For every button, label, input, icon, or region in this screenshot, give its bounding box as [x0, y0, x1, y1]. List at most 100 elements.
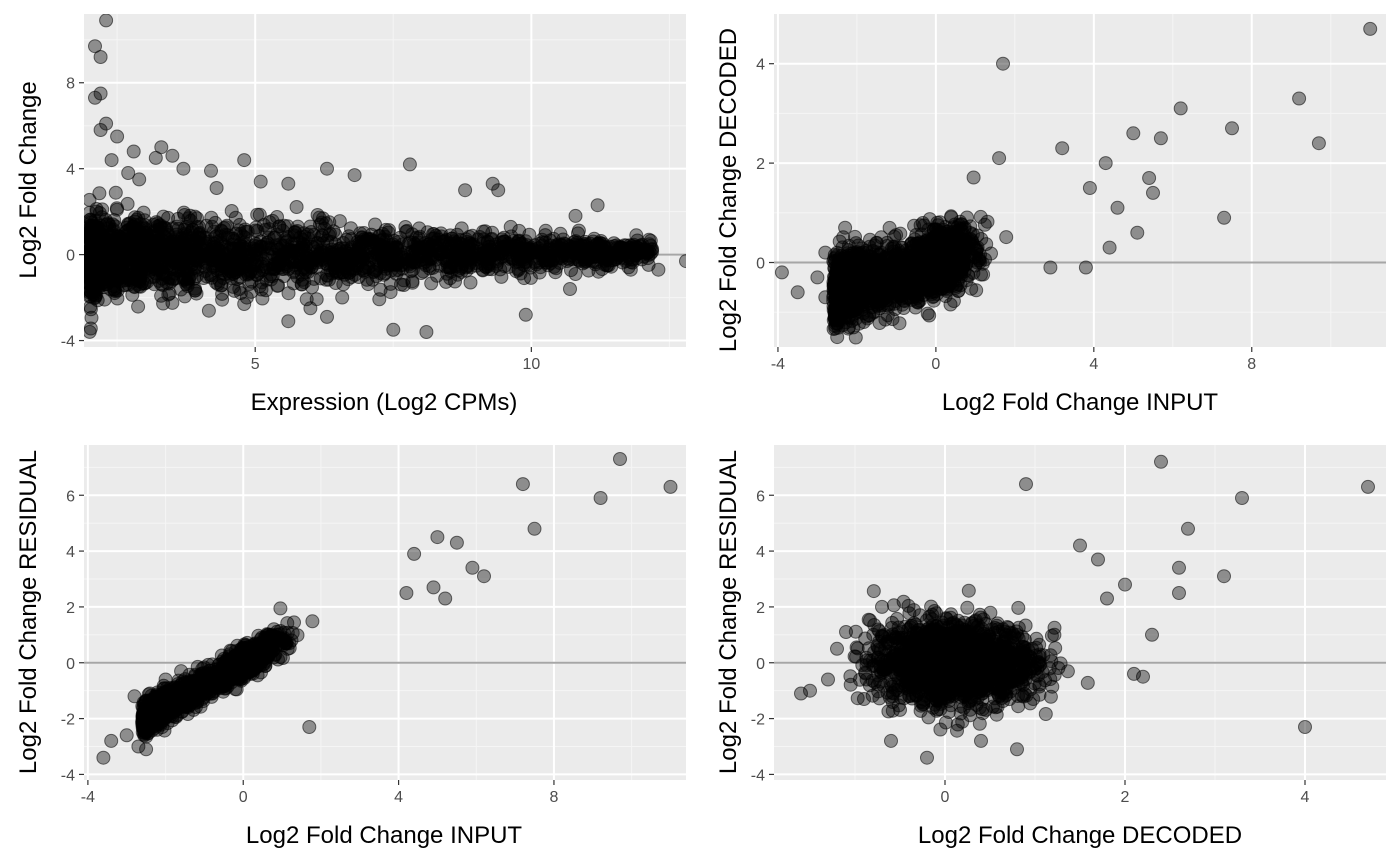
- data-point: [155, 278, 170, 293]
- data-point: [278, 232, 293, 247]
- data-point: [424, 276, 439, 291]
- data-point: [790, 285, 805, 300]
- data-point: [1146, 185, 1160, 200]
- data-point: [1217, 210, 1232, 225]
- data-point: [386, 322, 401, 337]
- data-point: [1078, 260, 1093, 275]
- data-point: [479, 249, 494, 264]
- data-point: [850, 297, 865, 312]
- data-point: [1126, 126, 1141, 141]
- data-point: [228, 210, 243, 225]
- y-axis-title: Log2 Fold Change: [15, 81, 42, 278]
- data-point: [120, 224, 135, 239]
- data-point: [347, 168, 362, 183]
- data-point: [613, 248, 628, 263]
- data-point: [491, 183, 506, 198]
- data-point: [99, 14, 114, 28]
- data-point: [290, 224, 305, 238]
- data-point: [830, 305, 845, 320]
- data-point: [911, 256, 926, 271]
- data-point: [939, 234, 954, 249]
- data-point: [381, 225, 396, 240]
- data-point: [889, 264, 904, 279]
- data-point: [372, 292, 387, 307]
- data-point: [100, 217, 115, 232]
- data-point: [538, 228, 553, 243]
- data-point: [513, 266, 528, 281]
- data-point: [209, 181, 224, 195]
- data-point: [906, 238, 921, 253]
- data-point: [1311, 136, 1326, 151]
- data-point: [869, 236, 884, 250]
- data-point: [913, 218, 928, 233]
- data-point: [132, 266, 147, 281]
- data-point: [281, 314, 296, 329]
- data-point: [866, 273, 881, 288]
- data-point: [503, 239, 517, 254]
- data-point: [237, 153, 252, 168]
- data-point: [189, 286, 204, 301]
- data-point: [93, 50, 108, 64]
- data-point: [320, 309, 334, 324]
- data-point: [911, 294, 926, 309]
- data-point: [629, 228, 644, 243]
- data-point: [920, 306, 935, 321]
- data-point: [518, 307, 533, 322]
- data-point: [838, 220, 853, 235]
- data-point: [338, 243, 353, 258]
- data-point: [870, 297, 885, 312]
- data-point: [818, 245, 833, 260]
- data-point: [992, 151, 1007, 166]
- data-point: [244, 274, 259, 289]
- data-point: [126, 144, 141, 159]
- data-point: [237, 297, 252, 311]
- data-point: [1043, 260, 1058, 275]
- data-point: [239, 253, 254, 268]
- data-point: [240, 224, 255, 239]
- data-point: [93, 123, 108, 137]
- data-point: [185, 222, 200, 237]
- data-point: [522, 227, 537, 242]
- data-point: [951, 236, 966, 251]
- data-point: [250, 207, 265, 222]
- data-point: [244, 284, 259, 299]
- data-point: [299, 292, 314, 307]
- data-point: [842, 320, 856, 335]
- data-point: [388, 240, 403, 255]
- data-point: [281, 176, 296, 191]
- data-point: [541, 253, 556, 268]
- data-point: [893, 288, 908, 303]
- data-point: [1363, 21, 1378, 36]
- data-point: [272, 219, 287, 234]
- x-tick-label: 5: [251, 356, 260, 373]
- data-point: [939, 284, 954, 298]
- data-point: [818, 290, 833, 305]
- data-point: [1098, 156, 1113, 171]
- data-point: [103, 229, 118, 244]
- x-tick-label: 4: [1089, 356, 1098, 373]
- data-point: [294, 277, 309, 292]
- data-point: [271, 278, 286, 293]
- data-point: [356, 226, 371, 240]
- data-point: [999, 230, 1014, 245]
- data-point: [110, 129, 125, 144]
- y-tick-label: 4: [66, 162, 75, 179]
- x-tick-label: 10: [522, 356, 540, 373]
- data-point: [844, 272, 859, 287]
- data-point: [238, 222, 253, 237]
- data-point: [144, 262, 159, 277]
- data-point: [601, 258, 616, 273]
- data-point: [966, 170, 981, 185]
- data-point: [1055, 141, 1070, 156]
- data-point: [1102, 240, 1117, 255]
- data-point: [303, 301, 318, 316]
- data-point: [165, 148, 180, 163]
- data-point: [281, 286, 296, 301]
- data-point: [1173, 101, 1188, 116]
- data-point: [215, 286, 230, 301]
- data-point: [810, 270, 825, 285]
- data-point: [171, 221, 186, 236]
- data-point: [104, 153, 119, 168]
- data-point: [367, 240, 382, 255]
